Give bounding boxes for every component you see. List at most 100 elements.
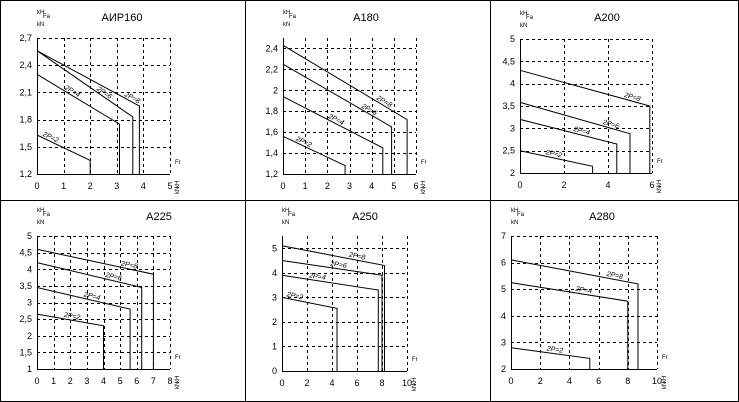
y-tick-label: 2,7 — [19, 33, 32, 43]
x-tick-label: 4 — [141, 181, 146, 191]
x-axis-unit: kH — [412, 378, 418, 385]
y-tick-label: 2,4 — [19, 60, 32, 70]
x-tick-label: 1 — [51, 376, 56, 386]
x-tick-label: 2 — [88, 181, 93, 191]
y-tick-label: 2 — [273, 85, 278, 95]
y-tick-label: 1,4 — [265, 148, 278, 158]
y-tick-label: 3 — [510, 123, 515, 133]
chart-panel-5: 0 2 4 6 8 10012345A250FakHkNFrkHkN2P=22P=42P=… — [272, 208, 418, 391]
x-tick-label: 3 — [347, 181, 352, 191]
x-axis-unit: kN — [175, 187, 181, 194]
y-tick-label: 1 — [27, 364, 32, 374]
x-tick-label: 2 — [538, 376, 543, 386]
y-tick-label: 0 — [272, 366, 277, 376]
x-tick-label: 4 — [605, 180, 610, 190]
y-axis-unit: kH — [511, 208, 518, 214]
x-tick-label: 10 — [652, 376, 662, 386]
x-axis-label: Fr — [412, 357, 418, 363]
series-label: 2P=8 — [119, 260, 138, 271]
y-tick-label: 4,5 — [19, 248, 32, 258]
x-tick-label: 8 — [625, 376, 630, 386]
series-line-2p=2 — [519, 150, 594, 173]
chart-title: A280 — [589, 211, 615, 223]
y-axis-label: Fa — [43, 14, 51, 20]
series-label: 2P=2 — [62, 312, 81, 322]
y-tick-label: 4,5 — [502, 56, 515, 66]
y-axis-label: Fa — [43, 212, 51, 218]
y-axis-unit: kH — [283, 10, 290, 16]
series-label: 2P=2 — [285, 291, 304, 301]
y-tick-label: 7 — [501, 231, 506, 241]
series-label: 2P=6 — [601, 119, 620, 131]
chart-panel-3: 0 2 4 622,533,544,55A200FakHkNFrkHkN2P=22P=… — [502, 11, 663, 193]
series-line-2p=4 — [282, 96, 384, 174]
y-axis-label: Fa — [289, 14, 297, 20]
chart-panels: 0 1 2 3 4 51,21,51,82,12,42,7АИР160FakHkNFrkH… — [19, 10, 668, 391]
x-tick-label: 4 — [101, 376, 106, 386]
y-tick-label: 4 — [27, 264, 32, 274]
x-tick-label: 5 — [391, 181, 396, 191]
x-tick-label: 0 — [280, 181, 285, 191]
series-line-2p=8 — [510, 259, 639, 369]
x-tick-label: 1 — [61, 181, 66, 191]
y-tick-label: 2,5 — [19, 314, 32, 324]
series-label: 2P=8 — [605, 271, 624, 281]
y-tick-label: 2,4 — [265, 43, 278, 53]
y-tick-label: 1,5 — [19, 142, 32, 152]
chart-title: АИР160 — [102, 12, 143, 24]
series-line-2p=2 — [36, 134, 91, 174]
x-tick-label: 8 — [167, 376, 172, 386]
x-tick-label: 3 — [84, 376, 89, 386]
series-line-2p=6 — [519, 101, 631, 173]
y-axis-unit: kH — [520, 11, 527, 17]
x-axis-unit: kH — [175, 181, 181, 188]
x-axis-unit: kH — [657, 180, 663, 187]
y-tick-label: 1,8 — [19, 115, 32, 125]
y-tick-label: 5 — [501, 284, 506, 294]
series-line-2p=6 — [282, 63, 393, 174]
series-label: 2P=2 — [294, 135, 313, 149]
series-label: 2P=6 — [359, 103, 378, 118]
x-tick-label: 0 — [517, 180, 522, 190]
x-tick-label: 0 — [279, 378, 284, 388]
y-tick-label: 5 — [27, 231, 32, 241]
series-label: 2P=8 — [374, 94, 393, 109]
chart-title: A250 — [352, 211, 378, 223]
series-line-2p=2 — [281, 296, 338, 371]
x-axis-unit: kH — [175, 376, 181, 383]
x-axis-unit: kH — [421, 181, 427, 188]
series-label: 2P=4 — [572, 126, 591, 137]
y-tick-label: 6 — [501, 258, 506, 268]
x-tick-label: 5 — [167, 181, 172, 191]
x-tick-label: 6 — [413, 181, 418, 191]
x-tick-label: 1 — [303, 181, 308, 191]
y-axis-label: Fa — [288, 212, 296, 218]
x-tick-label: 7 — [151, 376, 156, 386]
y-tick-label: 3 — [27, 298, 32, 308]
series-line-2p=8 — [282, 44, 408, 174]
y-tick-label: 3,5 — [502, 101, 515, 111]
x-tick-label: 10 — [402, 378, 412, 388]
x-tick-label: 4 — [369, 181, 374, 191]
y-tick-label: 5 — [510, 34, 515, 44]
series-line-2p=4 — [510, 282, 629, 369]
y-axis-unit: kN — [283, 22, 290, 28]
series-label: 2P=6 — [329, 261, 347, 271]
x-tick-label: 5 — [118, 376, 123, 386]
x-tick-label: 0 — [34, 181, 39, 191]
y-axis-unit: kH — [37, 208, 44, 214]
series-line-2p=6 — [36, 50, 134, 174]
y-tick-label: 3 — [501, 337, 506, 347]
y-axis-label: Fa — [526, 15, 534, 21]
y-axis-unit: kH — [37, 10, 44, 16]
series-line-2p=8 — [281, 245, 385, 371]
series-label: 2P=4 — [574, 286, 593, 296]
series-line-2p=4 — [281, 274, 379, 371]
x-axis-label: Fr — [175, 355, 181, 361]
series-label: 2P=4 — [62, 84, 81, 99]
series-label: 2P=4 — [82, 291, 101, 302]
x-tick-label: 3 — [114, 181, 119, 191]
x-tick-label: 0 — [34, 376, 39, 386]
y-tick-label: 2,1 — [19, 87, 32, 97]
series-line-2p=6 — [36, 262, 143, 369]
